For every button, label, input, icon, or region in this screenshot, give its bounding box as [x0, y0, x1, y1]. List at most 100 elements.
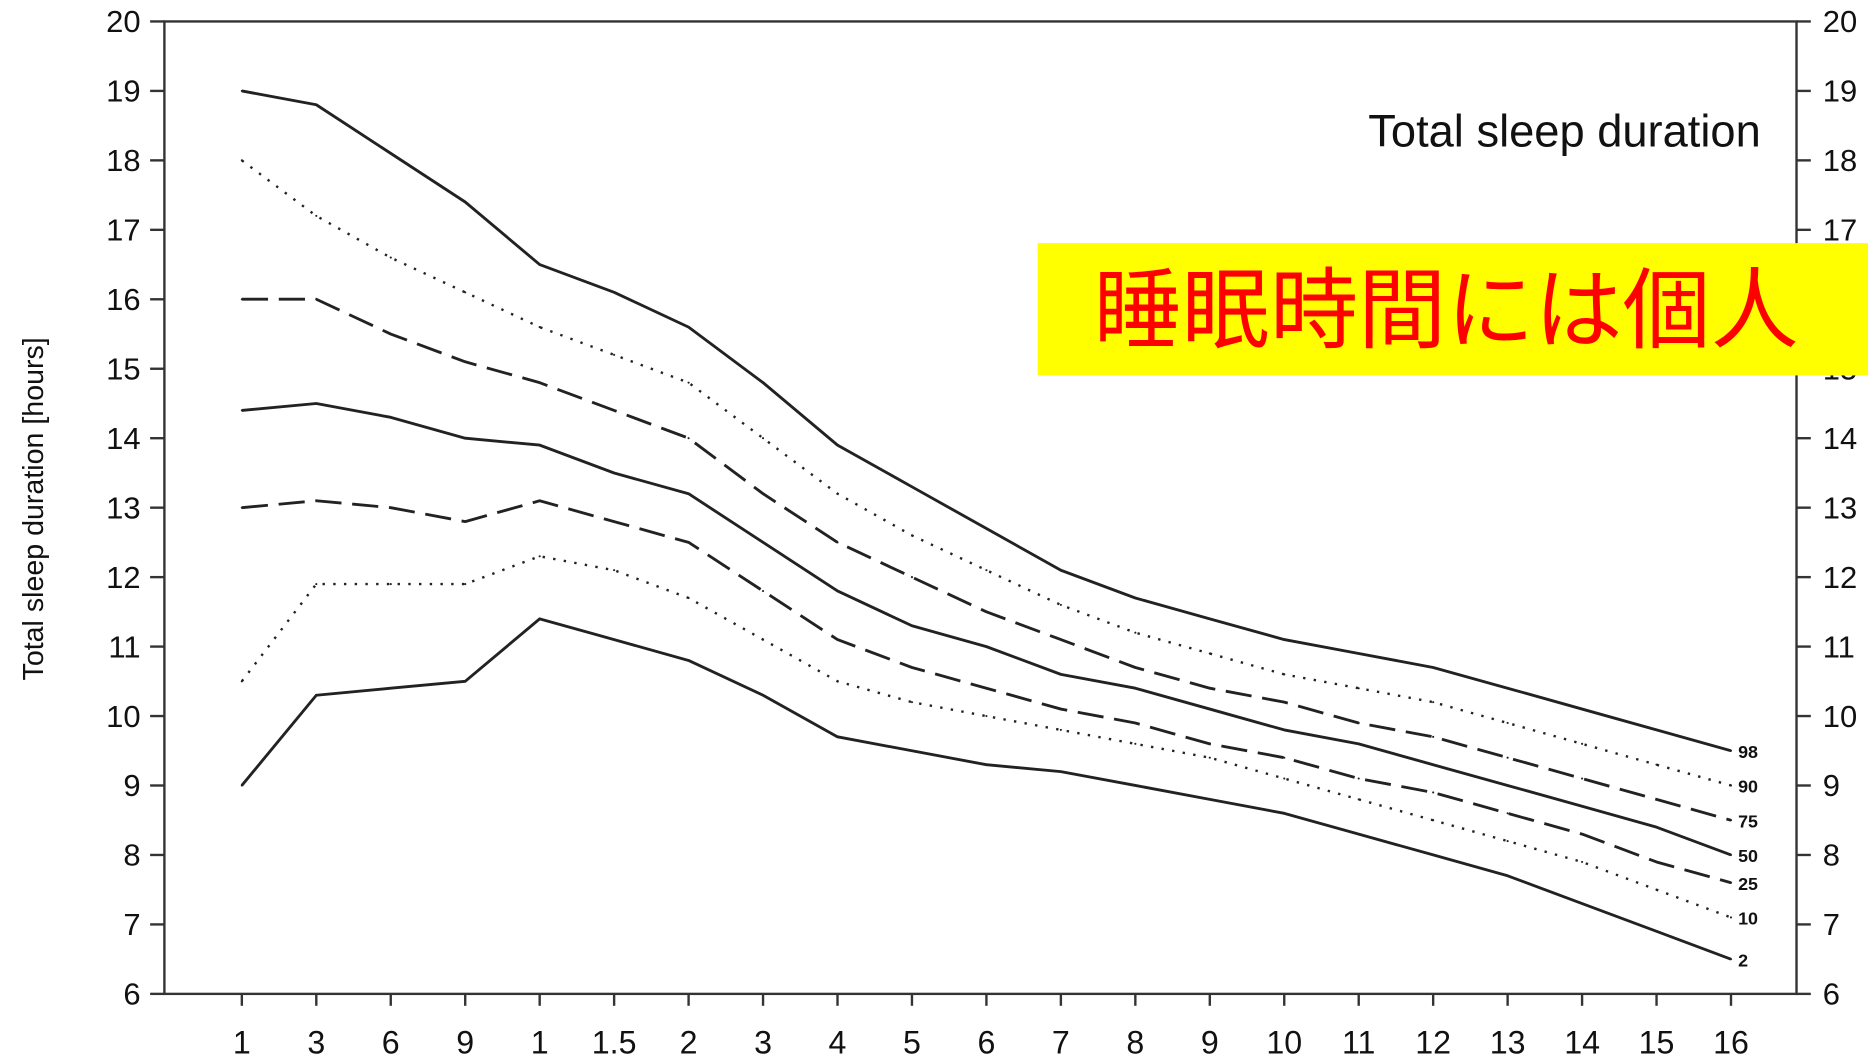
- series-label-p98: 98: [1738, 742, 1758, 762]
- y-tick-label: 14: [106, 421, 140, 456]
- y-axis-label: Total sleep duration [hours]: [18, 337, 50, 680]
- data-point-p50: [910, 624, 914, 627]
- data-point-p25: [1655, 860, 1658, 863]
- series-layer: [240, 89, 1733, 961]
- data-point-p50: [1506, 784, 1509, 787]
- y-tick-label-right: 9: [1823, 768, 1840, 803]
- data-point-p75: [1506, 756, 1509, 759]
- y-tick-label-right: 19: [1823, 74, 1857, 109]
- y-tick-label-right: 14: [1823, 421, 1857, 456]
- banner-background: [1037, 243, 1868, 376]
- data-point-p75: [613, 409, 616, 412]
- data-point-p90: [240, 159, 243, 162]
- data-point-p50: [1432, 763, 1435, 766]
- data-point-p2: [1357, 833, 1360, 836]
- data-point-p2: [1283, 812, 1286, 815]
- series-line-p25: [241, 499, 1732, 885]
- x-tick-label: 3: [307, 1024, 325, 1060]
- data-point-p90: [1357, 687, 1360, 690]
- data-point-p10: [240, 680, 243, 683]
- data-point-p98: [910, 485, 914, 488]
- data-point-p25: [240, 506, 243, 509]
- data-point-p98: [1729, 749, 1733, 752]
- data-point-p10: [1655, 888, 1658, 891]
- data-point-p75: [985, 610, 988, 613]
- x-tick-label: 16: [1713, 1024, 1749, 1060]
- data-point-p2: [1581, 902, 1584, 905]
- data-point-p98: [761, 381, 765, 384]
- data-point-p2: [687, 659, 690, 662]
- plot-frame: [163, 20, 1798, 996]
- data-point-p2: [910, 749, 914, 752]
- data-point-p50: [240, 409, 243, 412]
- data-point-p10: [1208, 756, 1211, 759]
- data-point-p75: [1432, 735, 1435, 738]
- data-point-p90: [836, 492, 839, 495]
- y-tick-label-right: 6: [1823, 977, 1840, 1012]
- y-tick-label-right: 11: [1823, 629, 1855, 664]
- series-label-p50: 50: [1738, 846, 1758, 866]
- data-point-p10: [1357, 798, 1360, 801]
- data-point-p98: [1208, 617, 1211, 620]
- data-point-p50: [464, 437, 467, 440]
- data-point-p75: [761, 492, 765, 495]
- x-tick-label: 5: [903, 1024, 921, 1060]
- data-point-p98: [836, 444, 839, 447]
- x-tick-label: 2: [680, 1024, 698, 1060]
- data-point-p2: [315, 694, 318, 697]
- data-point-p2: [1729, 958, 1733, 961]
- data-point-p50: [1283, 728, 1286, 732]
- data-point-p98: [538, 263, 541, 266]
- x-tick-label: 4: [829, 1024, 847, 1060]
- data-point-p25: [836, 638, 839, 641]
- data-point-p10: [613, 569, 616, 572]
- chart-title: Total sleep duration: [1368, 106, 1761, 157]
- data-point-p75: [389, 332, 392, 336]
- series-line-p2: [240, 617, 1732, 961]
- data-point-p98: [1134, 596, 1137, 600]
- data-point-p10: [315, 582, 318, 586]
- series-line-p75: [241, 297, 1732, 822]
- x-tick-label: 1: [233, 1024, 251, 1060]
- data-point-p50: [389, 416, 392, 419]
- series-labels-layer: 98 90 75 50 25 10 2: [1738, 742, 1758, 970]
- data-point-p50: [1357, 742, 1360, 745]
- data-point-p90: [1506, 721, 1509, 725]
- data-point-p10: [1059, 728, 1062, 732]
- data-point-p75: [538, 381, 541, 384]
- data-point-p50: [1581, 805, 1584, 808]
- data-point-p10: [985, 714, 988, 718]
- data-point-p10: [1729, 916, 1733, 919]
- data-point-p2: [1506, 874, 1509, 877]
- data-point-p50: [1059, 673, 1062, 676]
- x-tick-label: 11: [1342, 1024, 1375, 1060]
- data-point-p2: [1432, 853, 1435, 857]
- data-point-p25: [613, 520, 616, 523]
- y-tick-label-right: 18: [1823, 143, 1857, 178]
- data-point-p75: [1208, 687, 1211, 690]
- y-tick-label: 18: [106, 143, 140, 178]
- data-point-p2: [1655, 930, 1658, 933]
- data-point-p50: [1729, 853, 1733, 857]
- data-point-p75: [910, 576, 914, 579]
- data-point-p90: [1208, 652, 1211, 655]
- data-point-p75: [1581, 777, 1584, 780]
- data-point-p10: [836, 680, 839, 683]
- banner-text: 睡眠時間には個人: [1094, 259, 1799, 362]
- data-point-p50: [613, 471, 616, 475]
- series-label-p25: 25: [1738, 874, 1758, 894]
- y-tick-label: 6: [123, 977, 140, 1012]
- y-tick-label: 8: [123, 838, 140, 873]
- data-point-p98: [1506, 687, 1509, 690]
- series-label-p2: 2: [1738, 950, 1748, 970]
- y-tick-label: 10: [106, 699, 140, 734]
- data-point-p25: [1581, 833, 1584, 836]
- series-line-p10: [240, 555, 1732, 919]
- data-point-p90: [1134, 631, 1137, 634]
- data-point-p75: [1283, 701, 1286, 704]
- data-point-p90: [464, 291, 467, 294]
- data-point-p25: [985, 687, 988, 690]
- data-point-p75: [687, 437, 690, 440]
- data-point-p10: [1581, 860, 1584, 863]
